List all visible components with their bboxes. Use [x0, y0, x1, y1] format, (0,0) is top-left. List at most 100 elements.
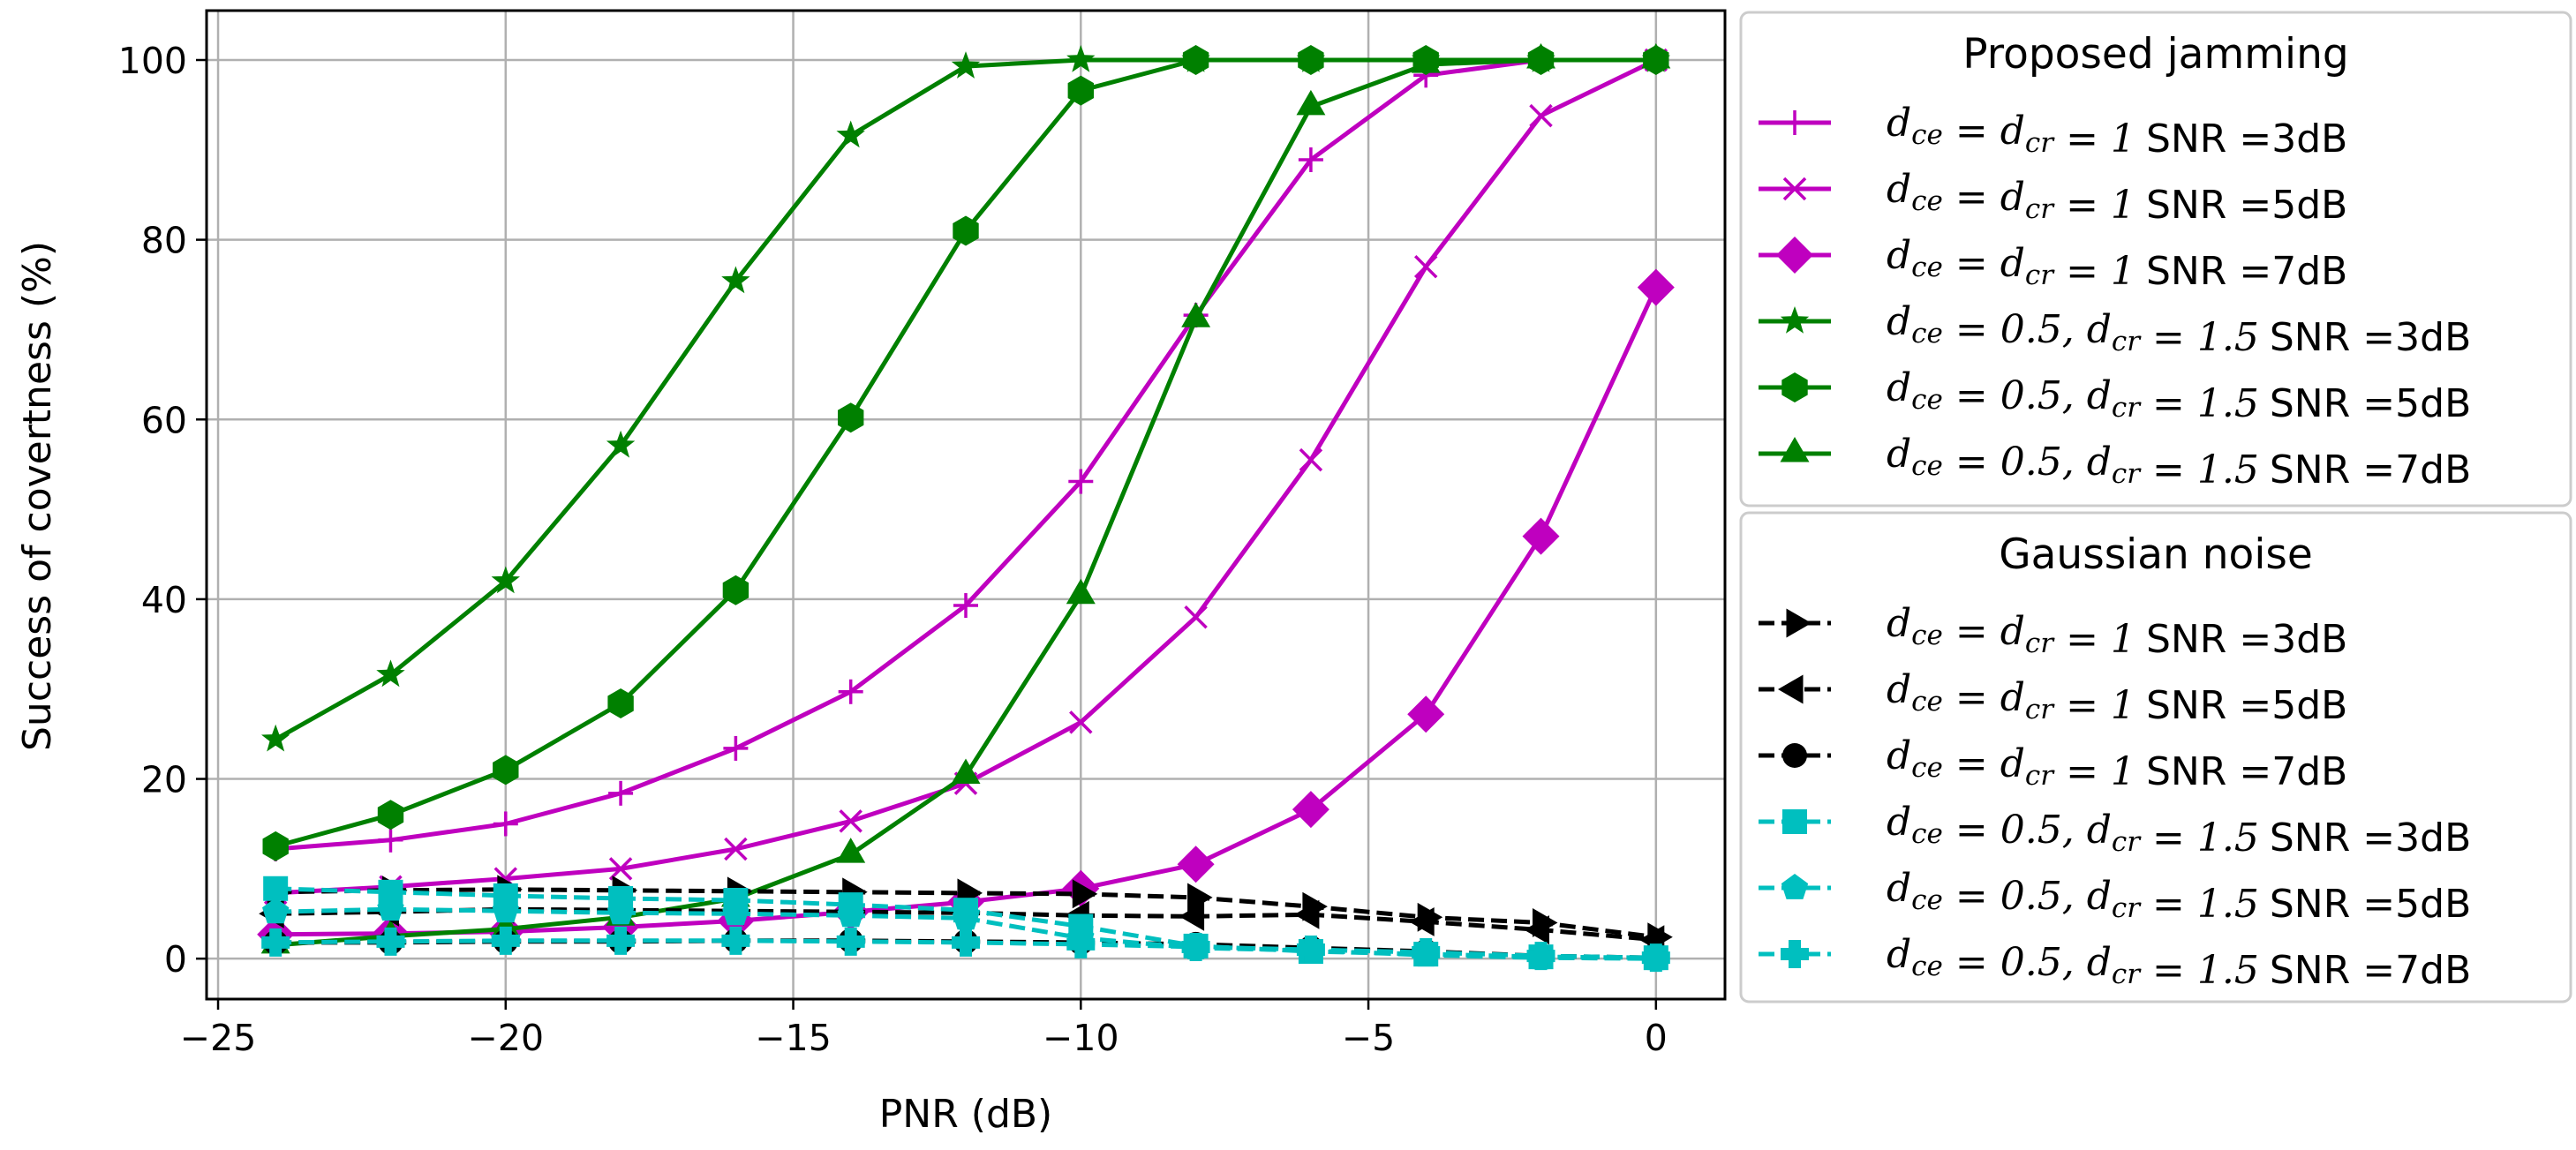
legend-item: dce = 0.5, dcr = 1.5 SNR =7dB	[1759, 432, 2471, 492]
data-point	[1786, 608, 1811, 638]
data-point	[1181, 932, 1210, 961]
data-point	[836, 120, 865, 148]
data-point	[377, 895, 404, 921]
data-point	[836, 927, 865, 956]
series-12	[261, 926, 1670, 973]
data-point	[606, 898, 635, 925]
data-point	[1296, 89, 1326, 116]
data-point	[1641, 943, 1670, 973]
legend-item: dce = dcr = 1 SNR =5dB	[1759, 167, 2347, 228]
legend-item: dce = dcr = 1 SNR =3dB	[1759, 101, 2347, 162]
legend-item: dce = 0.5, dcr = 1.5 SNR =5dB	[1759, 365, 2471, 426]
data-point	[836, 838, 866, 863]
data-point	[1781, 874, 1809, 899]
data-point	[1066, 929, 1096, 958]
data-point	[1782, 809, 1807, 834]
data-point	[262, 831, 289, 861]
data-point	[1782, 177, 1807, 201]
data-point	[722, 899, 749, 926]
data-point	[608, 780, 634, 806]
data-point	[1641, 43, 1671, 69]
legend-label: dce = dcr = 1 SNR =3dB	[1887, 601, 2347, 662]
legend-item: dce = 0.5, dcr = 1.5 SNR =5dB	[1759, 866, 2471, 927]
data-point	[1066, 45, 1096, 72]
data-point	[1782, 110, 1807, 135]
legend-item: dce = dcr = 1 SNR =7dB	[1759, 233, 2347, 294]
data-point	[952, 928, 980, 957]
data-point	[1292, 791, 1329, 829]
data-point	[1780, 306, 1810, 334]
data-point	[1522, 517, 1560, 555]
data-point	[839, 809, 862, 833]
legend-item: dce = dcr = 1 SNR =5dB	[1759, 667, 2347, 728]
data-point	[1177, 846, 1215, 883]
x-tick-label: −10	[1043, 1017, 1119, 1059]
data-point	[953, 593, 978, 619]
data-point	[1179, 901, 1205, 931]
plot-frame	[205, 9, 1727, 1001]
legend-item: dce = 0.5, dcr = 1.5 SNR =7dB	[1759, 932, 2471, 993]
data-point	[1782, 743, 1807, 768]
legend-item: dce = 0.5, dcr = 1.5 SNR =3dB	[1759, 800, 2471, 861]
data-point	[1187, 883, 1213, 913]
data-point	[262, 898, 290, 924]
data-point	[1181, 302, 1211, 327]
data-point	[493, 755, 519, 785]
data-point	[1413, 254, 1438, 279]
legend-label: dce = dcr = 1 SNR =3dB	[1887, 101, 2347, 162]
legend-item: dce = dcr = 1 SNR =3dB	[1759, 601, 2347, 662]
data-point	[492, 897, 519, 923]
axis-ticks: −25 −20 −15 −10 −5 0 0 20 40 60 80 100	[118, 40, 1668, 1059]
legend-label: dce = 0.5, dcr = 1.5 SNR =3dB	[1887, 800, 2471, 861]
x-axis-label: PNR (dB)	[879, 1092, 1052, 1137]
data-point	[1069, 710, 1093, 734]
data-point	[953, 215, 979, 246]
legend-label: dce = 0.5, dcr = 1.5 SNR =7dB	[1887, 932, 2471, 993]
data-point	[1184, 605, 1208, 629]
data-point	[1778, 674, 1804, 704]
data-point	[1637, 268, 1675, 306]
data-point	[261, 928, 290, 957]
data-point	[724, 837, 748, 861]
data-point	[1526, 942, 1555, 971]
data-point	[721, 926, 750, 955]
data-point	[1780, 437, 1810, 462]
y-tick-label: 0	[164, 938, 187, 981]
y-tick-label: 60	[141, 399, 187, 441]
legend-label: dce = dcr = 1 SNR =5dB	[1887, 667, 2347, 728]
data-point	[378, 827, 403, 853]
data-point	[606, 926, 636, 955]
data-point	[1529, 103, 1553, 128]
data-point	[1182, 45, 1209, 75]
data-point	[1781, 372, 1808, 402]
data-point	[1072, 879, 1098, 909]
legend-item: dce = 0.5, dcr = 1.5 SNR =3dB	[1759, 299, 2471, 360]
data-point	[722, 575, 749, 605]
y-tick-label: 100	[118, 40, 187, 82]
legend-label: dce = 0.5, dcr = 1.5 SNR =5dB	[1887, 866, 2471, 927]
data-point	[606, 430, 636, 458]
data-point	[1409, 907, 1435, 936]
data-point	[608, 857, 633, 881]
y-tick-label: 20	[141, 759, 187, 801]
legend-title: Proposed jamming	[1962, 30, 2348, 79]
data-point	[1412, 938, 1441, 967]
legend-label: dce = dcr = 1 SNR =7dB	[1887, 233, 2347, 294]
data-point	[1407, 695, 1445, 733]
legend-title: Gaussian noise	[1999, 530, 2313, 579]
data-point	[723, 735, 749, 761]
data-point	[1298, 147, 1323, 173]
x-tick-label: 0	[1645, 1017, 1668, 1059]
data-point	[1299, 447, 1323, 472]
data-point	[1411, 48, 1441, 73]
x-tick-label: −20	[468, 1017, 545, 1059]
x-tick-label: −25	[180, 1017, 257, 1059]
data-point	[261, 724, 290, 752]
data-point	[1298, 45, 1324, 75]
x-tick-label: −15	[755, 1017, 832, 1059]
data-point	[263, 876, 289, 901]
